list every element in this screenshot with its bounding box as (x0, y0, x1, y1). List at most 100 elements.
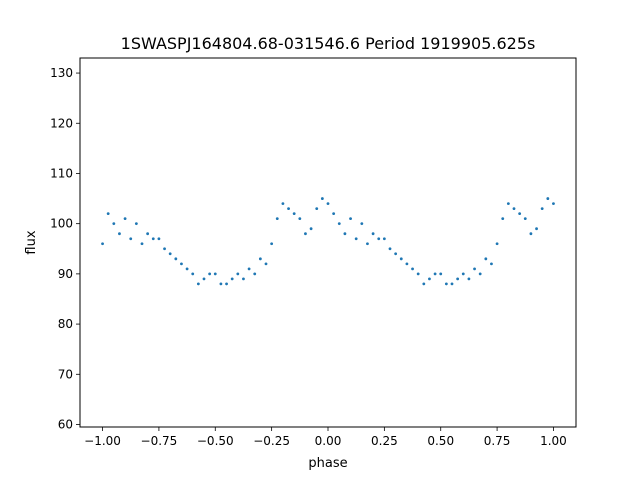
data-point (185, 267, 189, 271)
data-point (422, 282, 426, 286)
data-point (444, 282, 448, 286)
y-axis-ticks: 60 70 80 90 100 110 120 130 (50, 66, 80, 431)
x-tick-label: 0.00 (315, 434, 342, 448)
y-axis-label: flux (24, 230, 39, 254)
data-point (292, 212, 296, 216)
data-point (512, 207, 516, 211)
data-point (275, 217, 279, 221)
data-point (287, 207, 290, 211)
data-point (405, 262, 409, 266)
data-point (191, 272, 195, 276)
data-point (388, 247, 392, 251)
data-point (416, 272, 420, 276)
data-point (349, 217, 352, 221)
data-point (202, 277, 206, 281)
data-point (371, 232, 375, 236)
data-point (399, 257, 403, 261)
data-point (174, 257, 178, 261)
data-point (163, 247, 166, 251)
data-point (546, 197, 550, 200)
data-point (236, 272, 240, 276)
data-point (140, 242, 144, 246)
data-point (439, 272, 443, 276)
data-point (157, 237, 161, 241)
data-point (315, 207, 319, 211)
x-tick-label: 1.00 (540, 434, 567, 448)
data-point (394, 252, 398, 256)
data-point (377, 237, 381, 241)
data-point (225, 282, 228, 286)
data-point (304, 232, 307, 236)
data-point (540, 207, 544, 211)
data-point (461, 272, 465, 276)
data-point (382, 237, 386, 241)
data-point (326, 202, 330, 205)
data-point (337, 222, 341, 226)
data-point (208, 272, 212, 276)
data-point (332, 212, 336, 216)
data-point (123, 217, 127, 221)
y-tick-label: 110 (50, 166, 73, 180)
data-point (428, 277, 431, 281)
data-point (518, 212, 522, 216)
data-point (134, 222, 138, 226)
scatter-points (101, 197, 555, 286)
x-tick-label: 0.25 (371, 434, 398, 448)
data-point (253, 272, 257, 276)
data-point (456, 277, 460, 281)
x-tick-label: −1.00 (84, 434, 121, 448)
data-point (529, 232, 533, 236)
data-point (146, 232, 150, 236)
y-tick-label: 60 (58, 417, 73, 431)
data-point (180, 262, 183, 266)
data-point (213, 272, 217, 276)
chart-title: 1SWASPJ164804.68-031546.6 Period 1919905… (121, 34, 536, 53)
data-point (219, 282, 223, 286)
data-point (281, 202, 285, 205)
data-point (196, 282, 200, 286)
data-point (506, 202, 510, 205)
data-point (495, 242, 499, 246)
data-point (320, 197, 324, 200)
data-point (101, 242, 104, 246)
data-point (270, 242, 274, 246)
y-tick-label: 80 (58, 317, 73, 331)
y-tick-label: 130 (50, 66, 73, 80)
data-point (118, 232, 121, 236)
y-tick-label: 70 (58, 367, 73, 381)
data-point (478, 272, 482, 276)
data-point (523, 217, 527, 221)
data-point (473, 267, 476, 271)
data-point (106, 212, 110, 216)
data-point (343, 232, 347, 236)
data-point (264, 262, 268, 266)
x-tick-label: −0.50 (197, 434, 234, 448)
data-point (258, 257, 262, 261)
data-point (552, 202, 555, 205)
data-point (366, 242, 369, 246)
data-point (129, 237, 133, 241)
data-point (501, 217, 505, 221)
data-point (309, 227, 313, 231)
data-point (112, 222, 116, 226)
data-point (360, 222, 364, 226)
data-point (230, 277, 234, 281)
data-point (450, 282, 454, 286)
data-point (467, 277, 471, 281)
data-point (490, 262, 493, 266)
x-tick-label: −0.75 (141, 434, 178, 448)
x-axis-ticks: −1.00 −0.75 −0.50 −0.25 0.00 0.25 0.50 0.75 1.00 (84, 427, 567, 448)
data-point (298, 217, 302, 221)
data-point (535, 227, 538, 231)
x-axis-label: phase (308, 456, 347, 471)
y-tick-label: 90 (58, 267, 73, 281)
y-tick-label: 120 (50, 116, 73, 130)
data-point (151, 237, 155, 241)
data-point (242, 277, 245, 281)
x-tick-label: 0.75 (484, 434, 511, 448)
x-tick-label: −0.25 (253, 434, 290, 448)
data-point (247, 267, 251, 271)
data-point (354, 237, 358, 241)
